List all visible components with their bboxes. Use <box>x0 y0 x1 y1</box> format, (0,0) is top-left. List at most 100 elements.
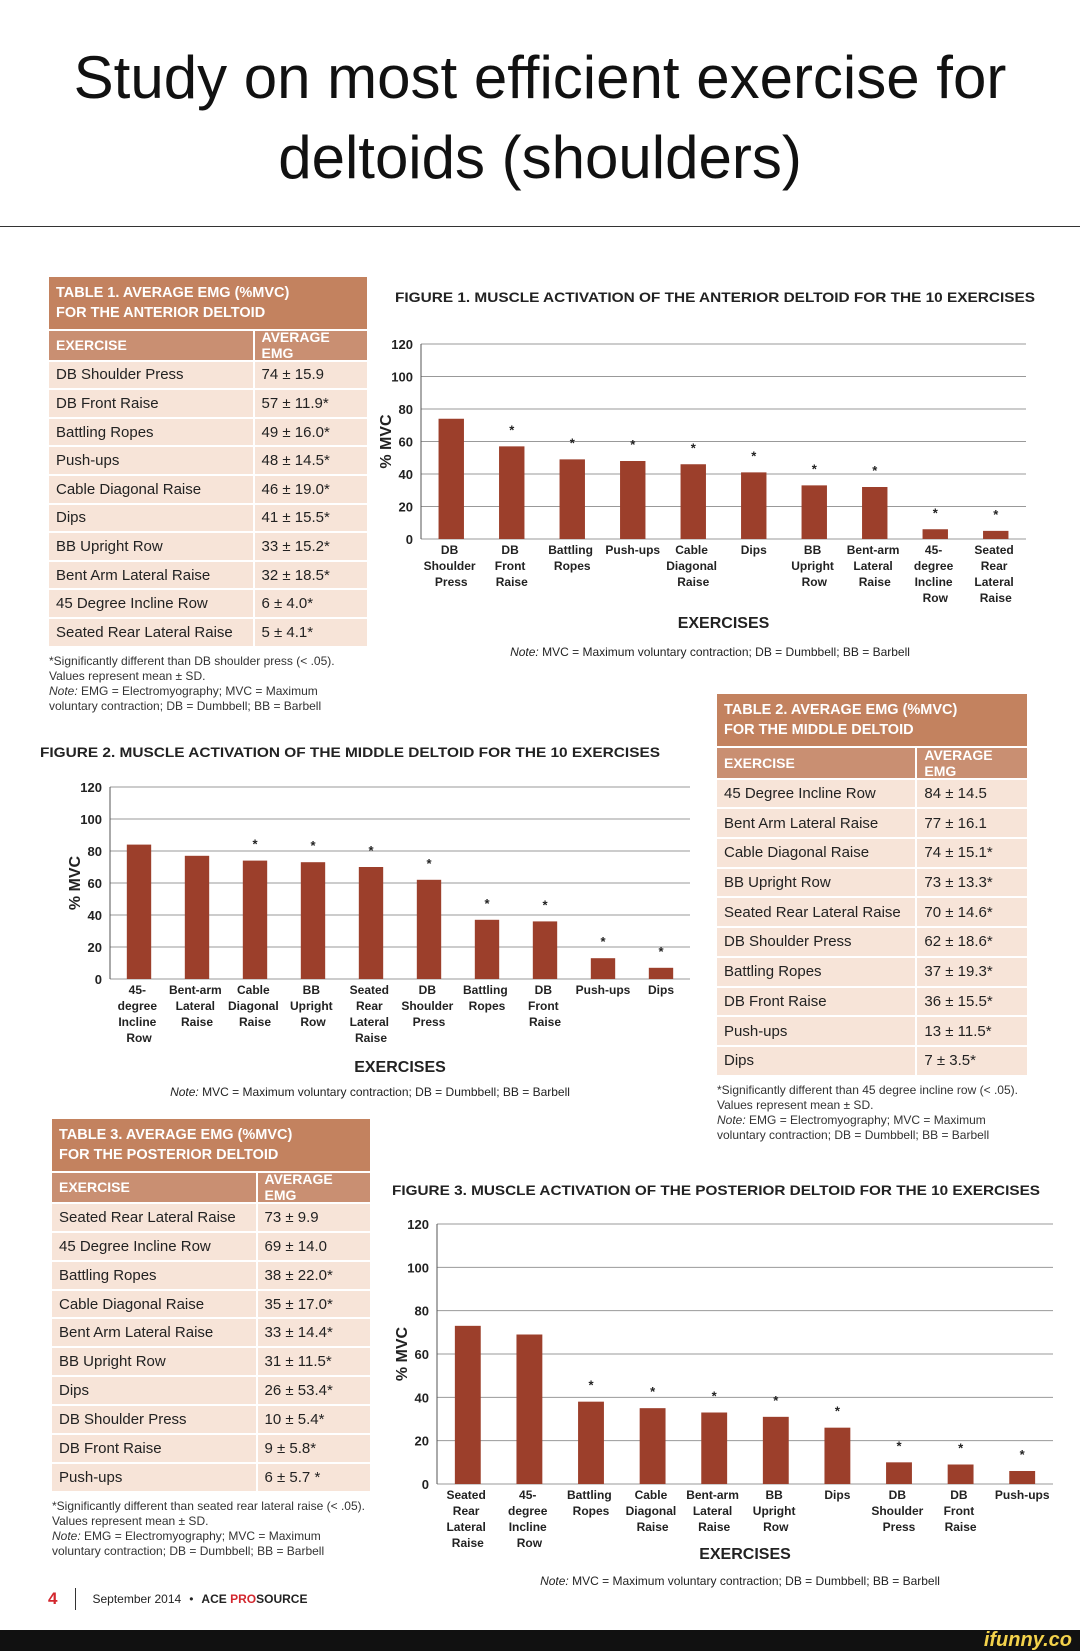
significance-mark: * <box>252 837 258 852</box>
bar <box>358 867 384 979</box>
table-row: Bent Arm Lateral Raise 32 ± 18.5* <box>49 559 367 589</box>
y-tick-label: 20 <box>399 500 413 515</box>
table-cell: 9 ± 5.8* <box>255 1435 370 1462</box>
table-cell: Cable Diagonal Raise <box>52 1290 256 1318</box>
table-row: Battling Ropes 38 ± 22.0* <box>52 1259 370 1289</box>
significance-mark: * <box>812 461 818 476</box>
table-row: Seated Rear Lateral Raise 70 ± 14.6* <box>717 896 1027 927</box>
table-cell: Battling Ropes <box>49 418 253 446</box>
table-row: Push-ups 6 ± 5.7 * <box>52 1461 370 1491</box>
table-cell: 38 ± 22.0* <box>255 1261 370 1289</box>
bar <box>701 1412 728 1484</box>
note-text: EMG = Electromyography; MVC = Maximum vo… <box>49 683 322 713</box>
x-tick-label: Push-ups <box>576 983 631 997</box>
bar <box>578 1401 604 1484</box>
bar <box>416 879 442 979</box>
bar <box>620 461 646 539</box>
table-cell: 84 ± 14.5 <box>915 779 1027 808</box>
table-row: BB Upright Row 73 ± 13.3* <box>717 866 1027 897</box>
x-tick-label: Seated Rear Lateral Raise <box>446 1488 489 1550</box>
bar <box>559 459 585 539</box>
note: Note: EMG = Electromyography; MVC = Maxi… <box>49 684 367 714</box>
note: Note: EMG = Electromyography; MVC = Maxi… <box>52 1529 370 1559</box>
table-cell: Bent Arm Lateral Raise <box>49 561 253 589</box>
table-cell: Seated Rear Lateral Raise <box>49 618 253 646</box>
page-title: Study on most efficient exercise for del… <box>73 44 1007 191</box>
bar <box>639 1408 666 1484</box>
y-tick-label: 0 <box>422 1477 429 1492</box>
table-cell: Seated Rear Lateral Raise <box>717 898 916 927</box>
x-tick-label: DB Shoulder Press <box>871 1488 926 1534</box>
column-header: EXERCISE <box>49 331 253 360</box>
table-cell: Dips <box>52 1377 256 1405</box>
table-cell: 41 ± 15.5* <box>252 504 367 532</box>
bar <box>741 472 767 539</box>
significance-mark: * <box>630 437 636 452</box>
table-cell: 32 ± 18.5* <box>252 561 367 589</box>
table-cell: 74 ± 15.9 <box>252 361 367 389</box>
x-tick-label: DB Shoulder Press <box>424 543 479 589</box>
y-tick-label: 120 <box>407 1217 429 1232</box>
y-tick-label: 100 <box>407 1260 429 1275</box>
table-cell: Seated Rear Lateral Raise <box>52 1203 256 1231</box>
table-cell: DB Front Raise <box>717 987 916 1016</box>
table-cell: 26 ± 53.4* <box>255 1377 370 1405</box>
brand-a: ACE <box>201 1592 227 1606</box>
table-title: TABLE 1. AVERAGE EMG (%MVC) FOR THE ANTER… <box>49 277 367 329</box>
table-row: DB Shoulder Press 62 ± 18.6* <box>717 926 1027 956</box>
x-tick-label: Dips <box>648 983 674 997</box>
significance-mark: * <box>588 1378 594 1393</box>
footer: 4 September 2014 • ACE PROSOURCE <box>48 1588 307 1610</box>
x-axis-label: EXERCISES <box>678 615 770 632</box>
table-cell: 35 ± 17.0* <box>255 1290 370 1318</box>
table-title: TABLE 3. AVERAGE EMG (%MVC) FOR THE POSTE… <box>52 1119 370 1171</box>
x-tick-label: Battling Ropes <box>548 543 596 573</box>
table-cell: Bent Arm Lateral Raise <box>52 1319 256 1347</box>
note-label: Note: <box>49 683 78 698</box>
y-tick-label: 80 <box>415 1304 429 1319</box>
note-label: Note: <box>510 645 539 659</box>
significance-mark: * <box>542 897 548 912</box>
note-label: Note: <box>52 1528 81 1543</box>
y-tick-label: 20 <box>88 940 102 955</box>
footnote: Values represent mean ± SD. <box>52 1513 209 1528</box>
y-axis-label: % MVC <box>394 1326 411 1381</box>
x-tick-label: Dips <box>741 543 767 557</box>
table-cell: 13 ± 11.5* <box>915 1017 1027 1045</box>
figure-note: Note: MVC = Maximum voluntary contractio… <box>540 1574 940 1588</box>
table-cell: BB Upright Row <box>49 533 253 560</box>
bar <box>680 464 706 539</box>
column-header: EXERCISE <box>717 748 916 778</box>
x-tick-label: DB Shoulder Press <box>401 983 456 1029</box>
table-row: Cable Diagonal Raise 74 ± 15.1* <box>717 837 1027 867</box>
table-cell: Cable Diagonal Raise <box>49 475 253 503</box>
table-cell: 77 ± 16.1 <box>915 809 1027 838</box>
table-cell: Bent Arm Lateral Raise <box>717 809 916 838</box>
bar <box>474 919 500 979</box>
table-cell: 73 ± 13.3* <box>915 868 1027 897</box>
x-tick-label: BB Upright Row <box>753 1488 799 1534</box>
table-cell: 46 ± 19.0* <box>252 475 367 503</box>
table-row: DB Front Raise 36 ± 15.5* <box>717 985 1027 1016</box>
footnotes: *Significantly different than 45 degree … <box>717 1083 1027 1143</box>
significance-mark: * <box>600 934 606 949</box>
x-tick-label: BB Upright Row <box>290 983 336 1029</box>
table-row: 45 Degree Incline Row 69 ± 14.0 <box>52 1230 370 1260</box>
bar <box>886 1462 912 1484</box>
brand-b: PRO <box>230 1592 257 1606</box>
column-header: AVERAGE EMG <box>255 1171 370 1203</box>
table-title-line: FOR THE ANTERIOR DELTOID <box>56 305 266 321</box>
footnotes: *Significantly different than seated rea… <box>52 1499 370 1559</box>
bar <box>242 860 268 979</box>
x-tick-label: BB Upright Row <box>791 543 837 589</box>
bar <box>438 418 464 539</box>
table: TABLE 3. AVERAGE EMG (%MVC) FOR THE POSTE… <box>52 1119 370 1559</box>
bar <box>862 487 888 539</box>
y-tick-label: 120 <box>80 780 102 795</box>
figure-title: FIGURE 1. MUSCLE ACTIVATION OF THE ANTER… <box>395 289 1035 305</box>
figure: FIGURE 2. MUSCLE ACTIVATION OF THE MIDDL… <box>40 744 690 1099</box>
divider <box>0 226 1080 227</box>
table-row: Bent Arm Lateral Raise 33 ± 14.4* <box>52 1317 370 1347</box>
table-cell: 6 ± 5.7 * <box>255 1463 370 1491</box>
